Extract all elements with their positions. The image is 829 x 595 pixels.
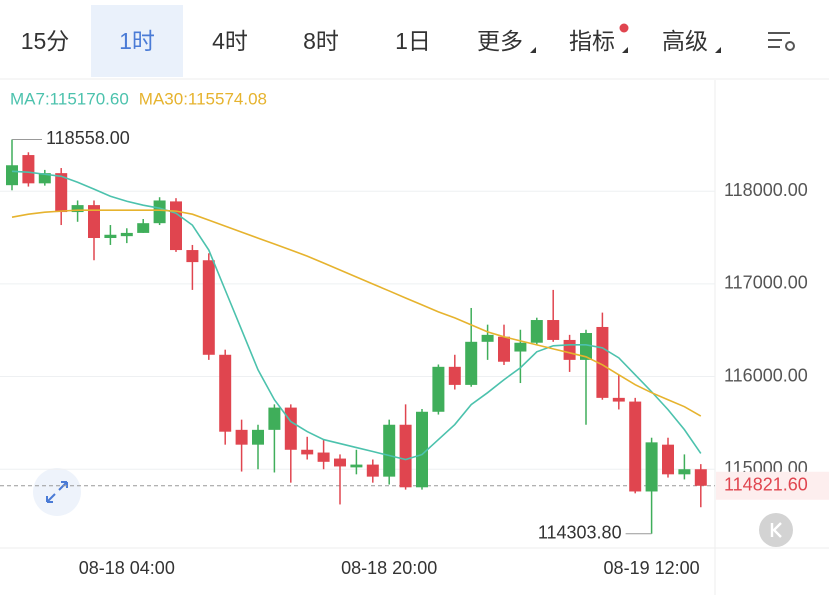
x-tick-label: 08-19 12:00 xyxy=(604,558,700,578)
candle-body xyxy=(481,334,494,342)
legend-entry: MA7:115170.60 xyxy=(10,89,129,108)
candle-body xyxy=(252,429,264,445)
candle-body xyxy=(580,332,592,360)
settings-icon[interactable] xyxy=(768,32,795,51)
candle-body xyxy=(235,429,248,445)
last-price-bg xyxy=(716,471,829,500)
candle-body xyxy=(448,366,461,385)
candle-body xyxy=(153,200,166,224)
last-price-label: 114821.60 xyxy=(724,475,808,495)
candle-body xyxy=(22,155,35,184)
candle-body xyxy=(219,354,232,432)
tab-label[interactable]: 8时 xyxy=(303,28,339,54)
latest-icon xyxy=(770,522,782,538)
candle-body xyxy=(137,223,150,233)
expand-button[interactable] xyxy=(33,468,81,516)
candle-body xyxy=(284,407,297,450)
menu-caret xyxy=(715,47,721,53)
candle-body xyxy=(530,320,543,343)
latest-button[interactable] xyxy=(759,513,793,547)
candle-body xyxy=(694,469,707,486)
candle-body xyxy=(268,407,281,430)
candle-body xyxy=(645,442,658,492)
tab-label[interactable]: 指标 xyxy=(569,28,615,54)
candle-body xyxy=(465,341,478,385)
y-tick-label: 117000.00 xyxy=(724,273,808,293)
tab-label[interactable]: 4时 xyxy=(212,28,248,54)
candle-body xyxy=(563,339,576,360)
candle-body xyxy=(498,336,510,362)
candle-body xyxy=(202,260,215,355)
candle-body xyxy=(366,464,379,477)
candle-body xyxy=(514,342,527,352)
candle-body xyxy=(596,326,609,398)
candle-body xyxy=(88,205,100,239)
candle-body xyxy=(399,424,412,488)
candle-body xyxy=(629,401,642,492)
candle-body xyxy=(432,366,445,412)
expand-circle xyxy=(33,468,81,516)
menu-caret xyxy=(530,47,536,53)
y-tick-label: 116000.00 xyxy=(724,365,808,385)
x-tick-label: 08-18 20:00 xyxy=(341,558,437,578)
candle-body xyxy=(301,449,314,455)
menu-caret xyxy=(622,47,628,53)
tab-label[interactable]: 1时 xyxy=(119,28,155,54)
candle-body xyxy=(186,250,199,263)
candle-body xyxy=(678,469,691,475)
tab-label[interactable]: 15分 xyxy=(21,28,70,54)
candle-body xyxy=(350,464,363,468)
tab-label[interactable]: 更多 xyxy=(477,28,523,54)
legend-entry: MA30:115574.08 xyxy=(139,89,267,108)
ma-line xyxy=(11,209,702,417)
candle-body xyxy=(120,232,133,237)
candle-body xyxy=(38,173,51,184)
candle-body xyxy=(170,201,182,251)
x-tick-label: 08-18 04:00 xyxy=(79,558,175,578)
max-label: 118558.00 xyxy=(46,128,130,148)
notice-dot xyxy=(619,23,629,33)
min-label: 114303.80 xyxy=(538,522,622,542)
y-tick-label: 118000.00 xyxy=(724,180,808,200)
candle-body xyxy=(334,458,346,467)
candle-body xyxy=(416,411,428,488)
tab-label[interactable]: 高级 xyxy=(662,28,708,54)
candle-body xyxy=(612,397,625,402)
candle-body xyxy=(547,320,560,340)
candle-body xyxy=(71,205,84,213)
tab-label[interactable]: 1日 xyxy=(395,28,431,54)
candle-body xyxy=(6,165,18,186)
candle-body xyxy=(104,234,117,239)
latest-circle xyxy=(759,513,793,547)
candle-body xyxy=(662,444,674,475)
candle-body xyxy=(317,452,330,462)
ma-line xyxy=(11,170,702,461)
candle-body xyxy=(55,173,68,213)
tab-selected-bg xyxy=(91,5,183,77)
icon-gear xyxy=(785,41,795,51)
candle-body xyxy=(383,424,396,477)
